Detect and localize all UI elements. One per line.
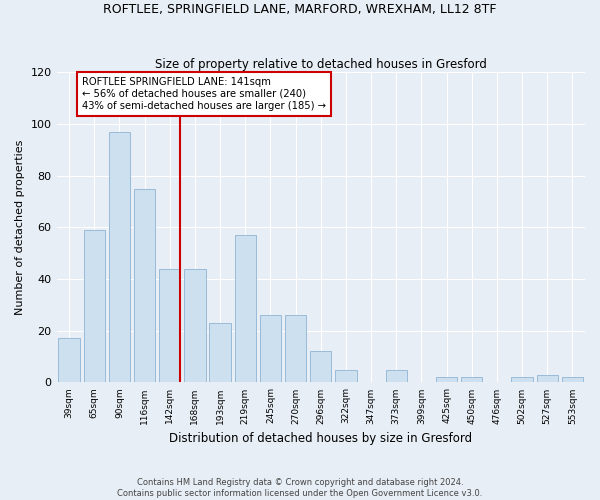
Y-axis label: Number of detached properties: Number of detached properties <box>15 140 25 315</box>
Bar <box>209 323 231 382</box>
Bar <box>436 378 457 382</box>
X-axis label: Distribution of detached houses by size in Gresford: Distribution of detached houses by size … <box>169 432 472 445</box>
Bar <box>386 370 407 382</box>
Bar <box>310 352 331 382</box>
Bar <box>235 235 256 382</box>
Text: Contains HM Land Registry data © Crown copyright and database right 2024.
Contai: Contains HM Land Registry data © Crown c… <box>118 478 482 498</box>
Bar <box>184 268 206 382</box>
Bar <box>536 374 558 382</box>
Bar <box>260 315 281 382</box>
Title: Size of property relative to detached houses in Gresford: Size of property relative to detached ho… <box>155 58 487 71</box>
Bar <box>134 188 155 382</box>
Bar <box>159 268 181 382</box>
Text: ROFTLEE SPRINGFIELD LANE: 141sqm
← 56% of detached houses are smaller (240)
43% : ROFTLEE SPRINGFIELD LANE: 141sqm ← 56% o… <box>82 78 326 110</box>
Bar <box>58 338 80 382</box>
Bar <box>335 370 356 382</box>
Bar <box>83 230 105 382</box>
Bar <box>285 315 307 382</box>
Bar <box>562 378 583 382</box>
Bar <box>461 378 482 382</box>
Bar <box>109 132 130 382</box>
Text: ROFTLEE, SPRINGFIELD LANE, MARFORD, WREXHAM, LL12 8TF: ROFTLEE, SPRINGFIELD LANE, MARFORD, WREX… <box>103 2 497 16</box>
Bar <box>511 378 533 382</box>
